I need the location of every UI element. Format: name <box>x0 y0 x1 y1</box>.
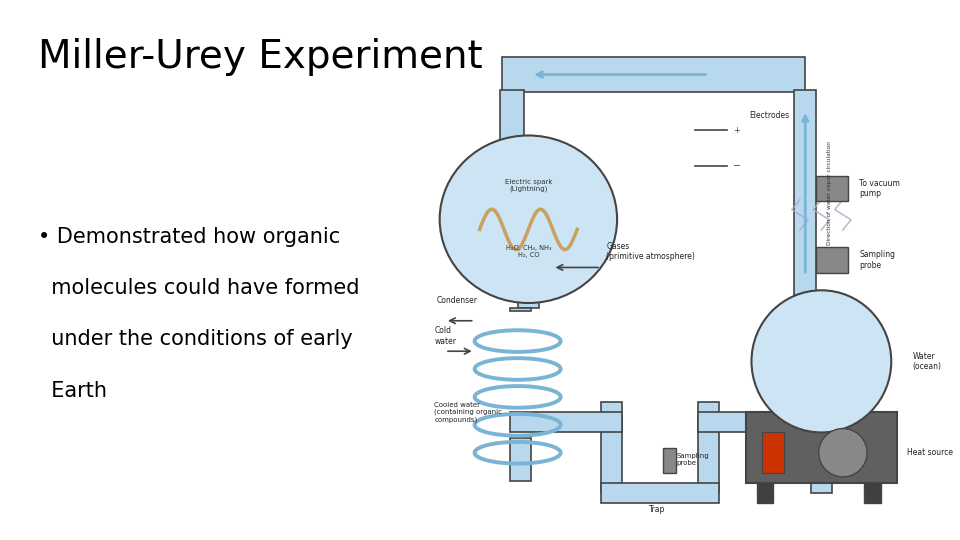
Text: Earth: Earth <box>38 381 108 401</box>
Text: molecules could have formed: molecules could have formed <box>38 278 360 298</box>
Text: +: + <box>732 126 739 135</box>
Text: −: − <box>732 161 741 171</box>
Text: Cold
water: Cold water <box>434 326 456 346</box>
Text: • Demonstrated how organic: • Demonstrated how organic <box>38 227 341 247</box>
Bar <box>756 483 773 503</box>
Bar <box>698 402 719 494</box>
Ellipse shape <box>440 136 617 303</box>
Text: Water
(ocean): Water (ocean) <box>913 352 942 371</box>
Bar <box>501 57 805 92</box>
Bar <box>601 483 719 503</box>
Bar <box>517 273 540 308</box>
Text: Gases
(primitive atmosphere): Gases (primitive atmosphere) <box>607 242 695 261</box>
Ellipse shape <box>752 291 891 433</box>
Ellipse shape <box>819 429 867 477</box>
Bar <box>816 176 849 201</box>
Text: To vacuum
pump: To vacuum pump <box>859 179 900 199</box>
Bar <box>816 247 849 273</box>
Bar <box>662 448 676 473</box>
Text: Electric spark
(Lightning): Electric spark (Lightning) <box>505 179 552 192</box>
Text: Trap: Trap <box>649 505 665 514</box>
Text: Condenser: Condenser <box>437 296 478 305</box>
Bar <box>510 412 622 433</box>
Bar <box>810 412 832 493</box>
Text: under the conditions of early: under the conditions of early <box>38 329 353 349</box>
Text: Electrodes: Electrodes <box>749 111 789 120</box>
Bar <box>510 308 531 310</box>
Bar <box>746 412 897 483</box>
Text: H₂O, CH₄, NH₃
H₂, CO: H₂O, CH₄, NH₃ H₂, CO <box>506 245 551 258</box>
Bar <box>864 483 880 503</box>
Text: Direction of water vapor circulation: Direction of water vapor circulation <box>827 140 831 245</box>
Text: Cooled water
(containing organic
compounds): Cooled water (containing organic compoun… <box>434 402 502 423</box>
Text: Sampling
probe: Sampling probe <box>676 453 708 465</box>
Text: Heat source: Heat source <box>907 448 953 457</box>
Bar <box>510 437 531 481</box>
Text: Miller-Urey Experiment: Miller-Urey Experiment <box>38 38 483 76</box>
Bar <box>762 433 783 473</box>
Bar <box>698 412 810 433</box>
Text: Sampling
probe: Sampling probe <box>859 250 895 269</box>
Bar <box>795 90 816 295</box>
Bar <box>500 90 524 146</box>
Bar <box>601 402 622 494</box>
